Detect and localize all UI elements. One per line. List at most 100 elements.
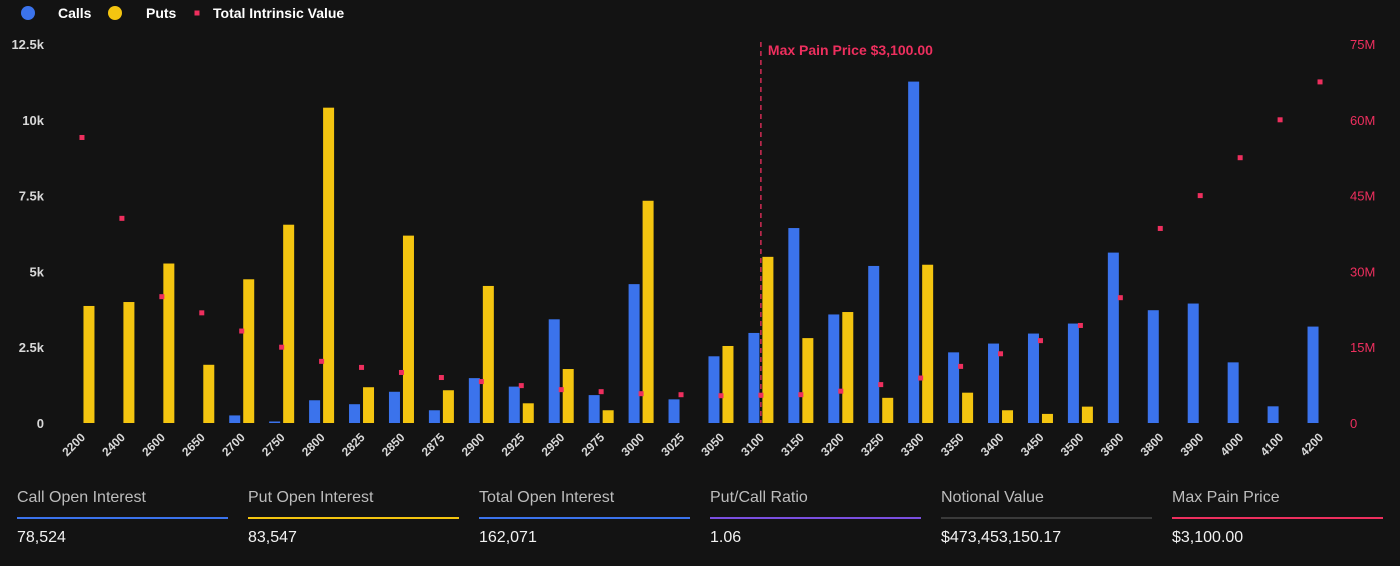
put-bar [842, 312, 854, 423]
intrinsic-value-point [998, 351, 1004, 357]
stat-underline [17, 517, 228, 519]
y-left-tick-label: 0 [37, 416, 44, 431]
x-tick-label: 3250 [858, 430, 887, 459]
call-bar [269, 421, 281, 423]
x-tick-label: 2650 [179, 430, 208, 459]
put-bar [123, 302, 135, 423]
x-tick-label: 3150 [778, 430, 807, 459]
y-right-tick-label: 75M [1350, 37, 1375, 52]
x-tick-label: 2700 [219, 430, 248, 459]
intrinsic-value-point [1037, 338, 1043, 344]
put-bar [363, 387, 375, 423]
put-bar [802, 338, 814, 423]
y-left-tick-label: 5k [30, 264, 45, 279]
stat-notional-value: Notional Value $473,453,150.17 [941, 486, 1152, 547]
stat-underline [479, 517, 690, 519]
legend-marker-puts [108, 6, 122, 20]
stat-put-open-interest: Put Open Interest 83,547 [248, 486, 459, 547]
x-tick-label: 2800 [299, 430, 328, 459]
y-left-tick-label: 2.5k [19, 340, 45, 355]
call-bar [628, 284, 640, 423]
call-bar [748, 332, 760, 423]
x-tick-label: 2400 [99, 430, 128, 459]
x-tick-label: 2950 [539, 430, 568, 459]
stat-label: Put/Call Ratio [710, 489, 808, 506]
x-tick-label: 3000 [618, 430, 647, 459]
put-bar [962, 392, 974, 423]
intrinsic-value-point [838, 388, 844, 394]
stat-value: 83,547 [248, 529, 297, 546]
put-bar [522, 403, 534, 423]
x-tick-label: 2825 [339, 430, 368, 459]
intrinsic-value-point [678, 392, 684, 398]
call-bar [508, 386, 520, 423]
x-tick-label: 2875 [419, 430, 448, 459]
put-bar [762, 256, 774, 423]
intrinsic-value-point [1077, 322, 1083, 328]
call-bar [1067, 323, 1079, 423]
y-right-tick-label: 60M [1350, 113, 1375, 128]
y-right-tick-label: 30M [1350, 264, 1375, 279]
stat-total-open-interest: Total Open Interest 162,071 [479, 486, 690, 547]
call-bar [948, 352, 960, 423]
x-tick-label: 2600 [139, 430, 168, 459]
x-tick-label: 2900 [459, 430, 488, 459]
call-bar [1147, 310, 1159, 423]
call-bar [588, 395, 600, 423]
intrinsic-value-point [1117, 295, 1123, 301]
intrinsic-value-point [1197, 193, 1203, 199]
x-tick-label: 4100 [1257, 430, 1286, 459]
call-bar [708, 356, 720, 423]
x-tick-label: 2850 [379, 430, 408, 459]
put-bar [323, 107, 335, 423]
legend-label-puts: Puts [146, 5, 177, 21]
intrinsic-value-point [1317, 79, 1323, 85]
y-right-tick-label: 15M [1350, 340, 1375, 355]
stat-label: Put Open Interest [248, 489, 374, 506]
y-right-tick-label: 45M [1350, 189, 1375, 204]
y-left-tick-label: 12.5k [11, 37, 44, 52]
put-bar [922, 264, 934, 423]
x-tick-label: 3350 [938, 430, 967, 459]
x-tick-label: 3400 [978, 430, 1007, 459]
put-bar [442, 390, 454, 423]
max-pain-label: Max Pain Price $3,100.00 [768, 42, 933, 58]
stat-label: Notional Value [941, 489, 1044, 506]
intrinsic-value-point [758, 392, 764, 398]
intrinsic-value-point [199, 310, 205, 316]
intrinsic-value-point [798, 392, 804, 398]
legend-marker-calls [21, 6, 35, 20]
x-tick-label: 2975 [578, 430, 607, 459]
intrinsic-value-point [958, 363, 964, 369]
intrinsic-value-point [359, 364, 365, 370]
intrinsic-value-point [638, 391, 644, 397]
put-bar [83, 305, 95, 423]
stat-label: Call Open Interest [17, 489, 146, 506]
stat-underline [1172, 517, 1383, 519]
x-tick-label: 4200 [1297, 430, 1326, 459]
stat-value: $473,453,150.17 [941, 529, 1062, 546]
x-tick-label: 3025 [658, 430, 687, 459]
intrinsic-value-point [398, 369, 404, 375]
call-bar [1187, 303, 1199, 423]
x-tick-label: 4000 [1217, 430, 1246, 459]
intrinsic-value-point [598, 389, 604, 395]
stats-row: Call Open Interest 78,524 Put Open Inter… [17, 486, 1383, 556]
intrinsic-value-point [438, 375, 444, 381]
call-bar [548, 319, 560, 423]
intrinsic-value-point [1277, 117, 1283, 123]
call-bar [868, 265, 880, 423]
call-bar [229, 415, 241, 423]
stat-max-pain-price: Max Pain Price $3,100.00 [1172, 486, 1383, 547]
put-bar [1002, 410, 1014, 423]
put-bar [163, 263, 175, 423]
intrinsic-value-point [918, 375, 924, 381]
stat-value: 78,524 [17, 529, 66, 546]
call-bar [1307, 326, 1319, 423]
stat-value: 162,071 [479, 529, 537, 546]
put-bar [283, 224, 295, 423]
intrinsic-value-point [478, 379, 484, 385]
intrinsic-value-point [558, 387, 564, 393]
max-pain-chart: 0 2.5k 5k 7.5k 10k 12.5k 0 15M 30M 45M 60M 75M Max P… [11, 5, 1375, 459]
call-bar [988, 343, 1000, 423]
